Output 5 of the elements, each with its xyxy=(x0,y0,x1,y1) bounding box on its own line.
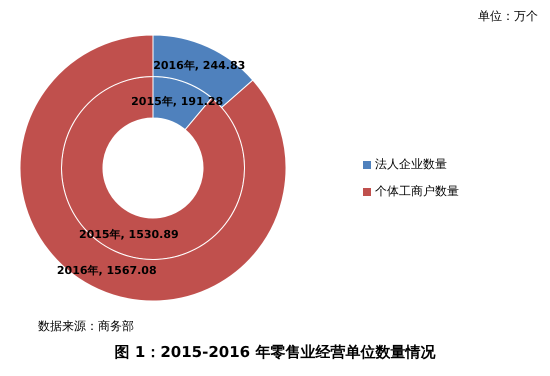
source-note: 数据来源：商务部 xyxy=(38,318,134,335)
legend-label: 个体工商户数量 xyxy=(374,183,459,200)
text: 图 1：2015-2016 年零售业经营单位数量情况 xyxy=(114,343,436,362)
legend-label: 法人企业数量 xyxy=(374,156,448,173)
text: 单位：万个 xyxy=(478,8,538,25)
